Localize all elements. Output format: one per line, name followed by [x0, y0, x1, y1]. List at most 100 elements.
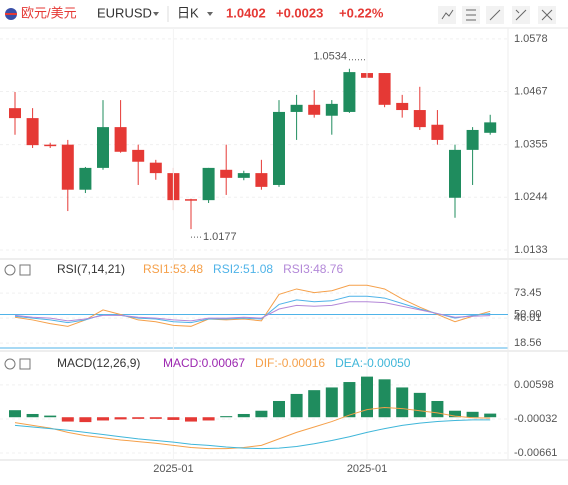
x-tick-label: 2025-01 — [153, 463, 193, 475]
toolbar — [438, 6, 556, 24]
candle-body — [44, 144, 57, 147]
settings-icon — [4, 264, 16, 276]
histogram-bar — [361, 376, 373, 418]
candle-body — [378, 73, 391, 105]
candle-body — [237, 173, 250, 178]
candle-body — [466, 129, 479, 150]
legend-entry: RSI1:53.48 — [143, 262, 203, 276]
histogram-bar — [44, 415, 57, 418]
y-tick-label: 1.0244 — [514, 191, 548, 203]
tool-button[interactable] — [438, 6, 456, 24]
candle-body — [61, 144, 74, 190]
candle-body — [26, 118, 39, 146]
symbol[interactable]: EURUSD — [97, 5, 152, 20]
line — [14, 406, 491, 450]
price: 1.0402 — [226, 5, 266, 20]
histogram-bar — [484, 413, 497, 418]
candle-body — [325, 103, 338, 116]
candle-body — [343, 72, 356, 112]
candle-body — [97, 127, 109, 168]
candle-body — [290, 104, 303, 112]
period[interactable]: 日K — [177, 5, 199, 20]
y-tick-label: 73.45 — [514, 287, 542, 299]
y-tick-label: 50.00 — [514, 308, 542, 320]
legend-entry: MACD:0.00067 — [163, 356, 245, 370]
tool-icon — [515, 9, 527, 21]
tool-icon — [466, 9, 476, 21]
line — [14, 419, 491, 450]
candle-body — [202, 167, 215, 201]
candle-body — [149, 162, 162, 174]
histogram-bar — [466, 411, 479, 418]
candle-body — [396, 102, 409, 111]
pair-name[interactable]: 欧元/美元 — [21, 5, 77, 20]
pane-title: MACD(12,26,9) — [57, 356, 140, 370]
candle-body — [9, 108, 21, 119]
tool-icon — [441, 9, 454, 20]
y-tick-label: 1.0467 — [514, 85, 548, 97]
low-label: 1.0177 — [203, 231, 237, 243]
histogram-bar — [273, 400, 285, 418]
histogram-bar — [185, 417, 197, 422]
candle-body — [114, 127, 127, 152]
histogram-bar — [413, 392, 426, 418]
candle-body — [484, 122, 497, 133]
histogram-bar — [61, 417, 74, 422]
y-tick-label: 1.0133 — [514, 244, 548, 256]
histogram-bar — [308, 390, 321, 418]
line — [14, 301, 491, 322]
price-change-pct: +0.22% — [339, 5, 384, 20]
flag-stripe — [5, 13, 17, 15]
histogram-bar — [202, 417, 215, 421]
candle-body — [79, 167, 92, 190]
pane-title: RSI(7,14,21) — [57, 262, 125, 276]
legend-entry: RSI3:48.76 — [283, 262, 343, 276]
histogram-bar — [26, 413, 39, 418]
histogram-bar — [449, 410, 461, 418]
candle-body — [413, 110, 426, 128]
settings-icon — [4, 358, 16, 370]
dropdown-arrow[interactable] — [207, 12, 213, 16]
candle-body — [185, 199, 197, 201]
legend-entry: DEA:-0.00050 — [335, 356, 411, 370]
tool-icon — [489, 9, 501, 21]
histogram-bar — [149, 417, 162, 419]
histogram-bar — [220, 416, 233, 418]
legend-entry: RSI2:51.08 — [213, 262, 273, 276]
histogram-bar — [167, 417, 180, 420]
price-change: +0.0023 — [276, 5, 323, 20]
dropdown-arrow[interactable] — [153, 12, 159, 16]
y-tick-label: 0.00598 — [514, 379, 554, 391]
histogram-bar — [114, 417, 127, 420]
histogram-bar — [396, 387, 409, 418]
tool-icon — [541, 9, 553, 21]
y-tick-label: -0.00032 — [514, 413, 557, 425]
candle-body — [220, 169, 233, 178]
line — [14, 284, 491, 327]
y-tick-label: 18.56 — [514, 337, 542, 349]
y-tick-label: -0.00661 — [514, 447, 557, 459]
histogram-bar — [237, 413, 250, 418]
histogram-bar — [325, 387, 338, 418]
candle-body — [449, 149, 461, 198]
histogram-bar — [378, 379, 391, 418]
x-tick-label: 2025-01 — [347, 463, 387, 475]
candle-body — [308, 104, 321, 115]
y-tick-label: 1.0578 — [514, 33, 548, 45]
legend-entry: DIF:-0.00016 — [255, 356, 325, 370]
y-tick-label: 1.0355 — [514, 139, 548, 151]
histogram-bar — [97, 417, 109, 421]
expand-icon — [19, 358, 31, 370]
y-tick-label: 46.01 — [514, 312, 542, 324]
expand-icon — [19, 264, 31, 276]
histogram-bar — [79, 417, 92, 423]
high-label: 1.0534 — [313, 51, 347, 63]
candle-body — [431, 124, 444, 140]
histogram-bar — [343, 382, 356, 418]
histogram-bar — [431, 400, 444, 418]
histogram-bar — [255, 410, 268, 418]
histogram-bar — [132, 417, 145, 419]
histogram-bar — [290, 393, 303, 418]
candle-body — [273, 111, 285, 185]
